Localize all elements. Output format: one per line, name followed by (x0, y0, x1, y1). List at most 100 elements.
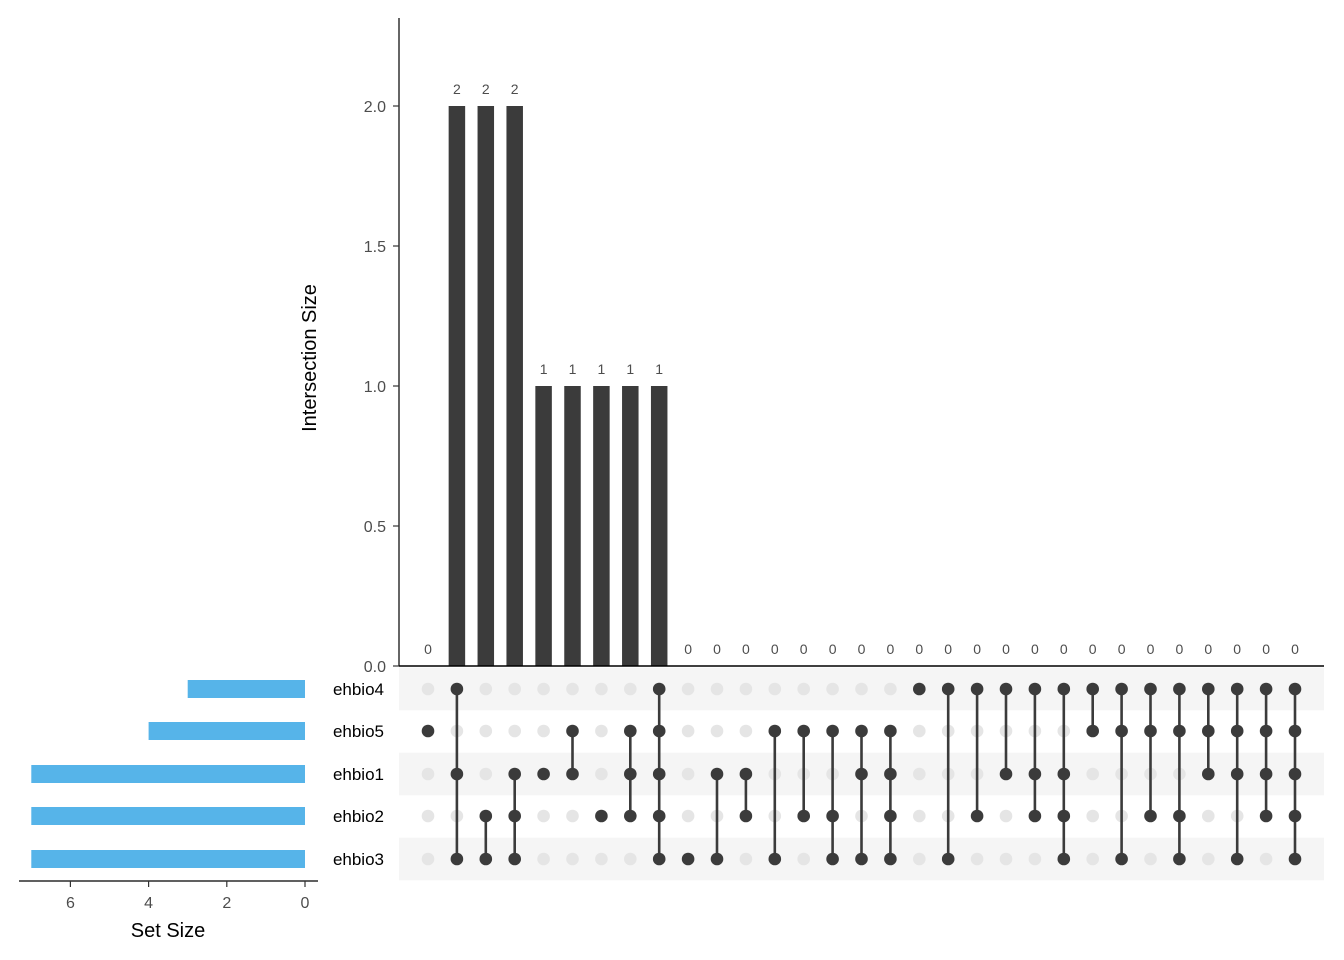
matrix-dot-inactive (1086, 767, 1099, 781)
bar-value-label: 1 (626, 361, 634, 377)
bar-value-label: 2 (453, 81, 461, 97)
matrix-dot-inactive (624, 682, 637, 696)
bar-value-label: 0 (1147, 641, 1155, 657)
matrix-dot-inactive (421, 682, 435, 696)
matrix-dot-inactive (1202, 809, 1215, 823)
matrix-dot-inactive (566, 852, 579, 866)
matrix-dot-active (1173, 852, 1186, 866)
matrix-dot-inactive (1086, 852, 1099, 866)
matrix-dot-active (1259, 767, 1273, 781)
matrix-dot-inactive (797, 682, 810, 696)
bar-value-label: 0 (887, 641, 895, 657)
intersection-bar (506, 106, 523, 666)
matrix-dot-inactive (710, 682, 724, 696)
bar-value-label: 0 (915, 641, 923, 657)
matrix-dot-active (1230, 767, 1244, 781)
bar-value-label: 0 (684, 641, 692, 657)
intersection-bar (622, 386, 639, 666)
matrix-dot-active (941, 852, 955, 866)
matrix-dot-active (479, 852, 493, 866)
bar-value-label: 0 (1204, 641, 1212, 657)
matrix-dot-active (768, 724, 782, 738)
matrix-dot-active (826, 724, 839, 738)
matrix-dot-active (739, 767, 753, 781)
matrix-dot-active (1259, 724, 1273, 738)
y-tick-label: 0.5 (364, 519, 386, 536)
matrix-dot-active (1057, 682, 1071, 696)
bar-value-label: 0 (973, 641, 981, 657)
set-size-tick-label: 2 (222, 895, 231, 912)
matrix-dot-inactive (537, 724, 550, 738)
matrix-dot-active (624, 767, 637, 781)
matrix-dot-inactive (479, 724, 493, 738)
matrix-dot-active (1028, 682, 1042, 696)
matrix-dot-inactive (1144, 852, 1157, 866)
matrix-dot-active (681, 852, 695, 866)
matrix-dot-inactive (884, 682, 897, 696)
matrix-dot-inactive (479, 682, 493, 696)
set-size-tick-label: 0 (301, 895, 310, 912)
matrix-dot-active (537, 767, 550, 781)
matrix-dot-active (1288, 852, 1302, 866)
matrix-dot-inactive (566, 682, 579, 696)
y-tick-label: 1.5 (364, 239, 386, 256)
matrix-dot-active (1288, 724, 1302, 738)
matrix-dot-active (1173, 724, 1186, 738)
matrix-dot-active (508, 852, 521, 866)
matrix-dot-inactive (537, 852, 550, 866)
matrix-dot-active (710, 852, 724, 866)
matrix-dot-active (1259, 682, 1273, 696)
set-label-ehbio4: ehbio4 (333, 680, 384, 699)
matrix-dot-inactive (1028, 852, 1042, 866)
matrix-dot-inactive (739, 682, 753, 696)
set-size-tick-label: 4 (144, 895, 153, 912)
matrix-dot-active (1057, 767, 1071, 781)
set-label-ehbio2: ehbio2 (333, 807, 384, 826)
bar-value-label: 0 (1060, 641, 1068, 657)
set-size-bars (31, 680, 306, 868)
matrix-dot-inactive (421, 852, 435, 866)
bar-value-label: 0 (1262, 641, 1270, 657)
matrix-dot-active (450, 767, 464, 781)
bar-value-label: 0 (944, 641, 952, 657)
matrix-dot-active (450, 852, 464, 866)
matrix-dot-inactive (537, 682, 550, 696)
matrix-dot-active (826, 809, 839, 823)
set-size-tick-label: 6 (66, 895, 75, 912)
matrix-dot-active (710, 767, 724, 781)
matrix-dot-active (652, 767, 666, 781)
bar-value-label: 0 (1031, 641, 1039, 657)
matrix-dot-active (1202, 767, 1215, 781)
matrix-dot-inactive (826, 682, 839, 696)
matrix-dot-active (652, 682, 666, 696)
matrix-dot-inactive (1086, 809, 1099, 823)
bar-value-label: 0 (829, 641, 837, 657)
matrix-dot-inactive (624, 852, 637, 866)
set-size-axis-title: Set Size (131, 920, 205, 942)
matrix-dot-inactive (508, 682, 521, 696)
set-size-bar (31, 765, 306, 783)
matrix-dot-inactive (1259, 852, 1273, 866)
matrix-dot-active (1288, 682, 1302, 696)
bar-value-label: 0 (1089, 641, 1097, 657)
matrix-dot-active (797, 809, 810, 823)
matrix-dot-active (739, 809, 753, 823)
matrix-dot-active (768, 852, 782, 866)
matrix-dot-inactive (913, 809, 926, 823)
matrix-dot-active (999, 682, 1013, 696)
set-size-bar (31, 807, 306, 825)
matrix-dot-active (479, 809, 493, 823)
matrix-dot-active (855, 852, 868, 866)
matrix-dot-active (1057, 809, 1071, 823)
intersection-bar-labels: 0 2 2 2 1 1 1 1 1 0 0 0 0 0 0 0 0 0 0 0 0 0 0 0 0 0 0 0 0 0 0 (424, 81, 1299, 657)
bar-value-label: 0 (800, 641, 808, 657)
matrix-dot-inactive (855, 682, 868, 696)
matrix-dot-inactive (970, 852, 984, 866)
matrix-dot-active (1173, 682, 1186, 696)
bar-value-label: 0 (1002, 641, 1010, 657)
intersection-y-axis: 0.0 0.5 1.0 1.5 2.0 (364, 18, 1324, 676)
matrix-dot-active (884, 767, 897, 781)
matrix-dot-active (1288, 809, 1302, 823)
matrix-dot-inactive (913, 852, 926, 866)
